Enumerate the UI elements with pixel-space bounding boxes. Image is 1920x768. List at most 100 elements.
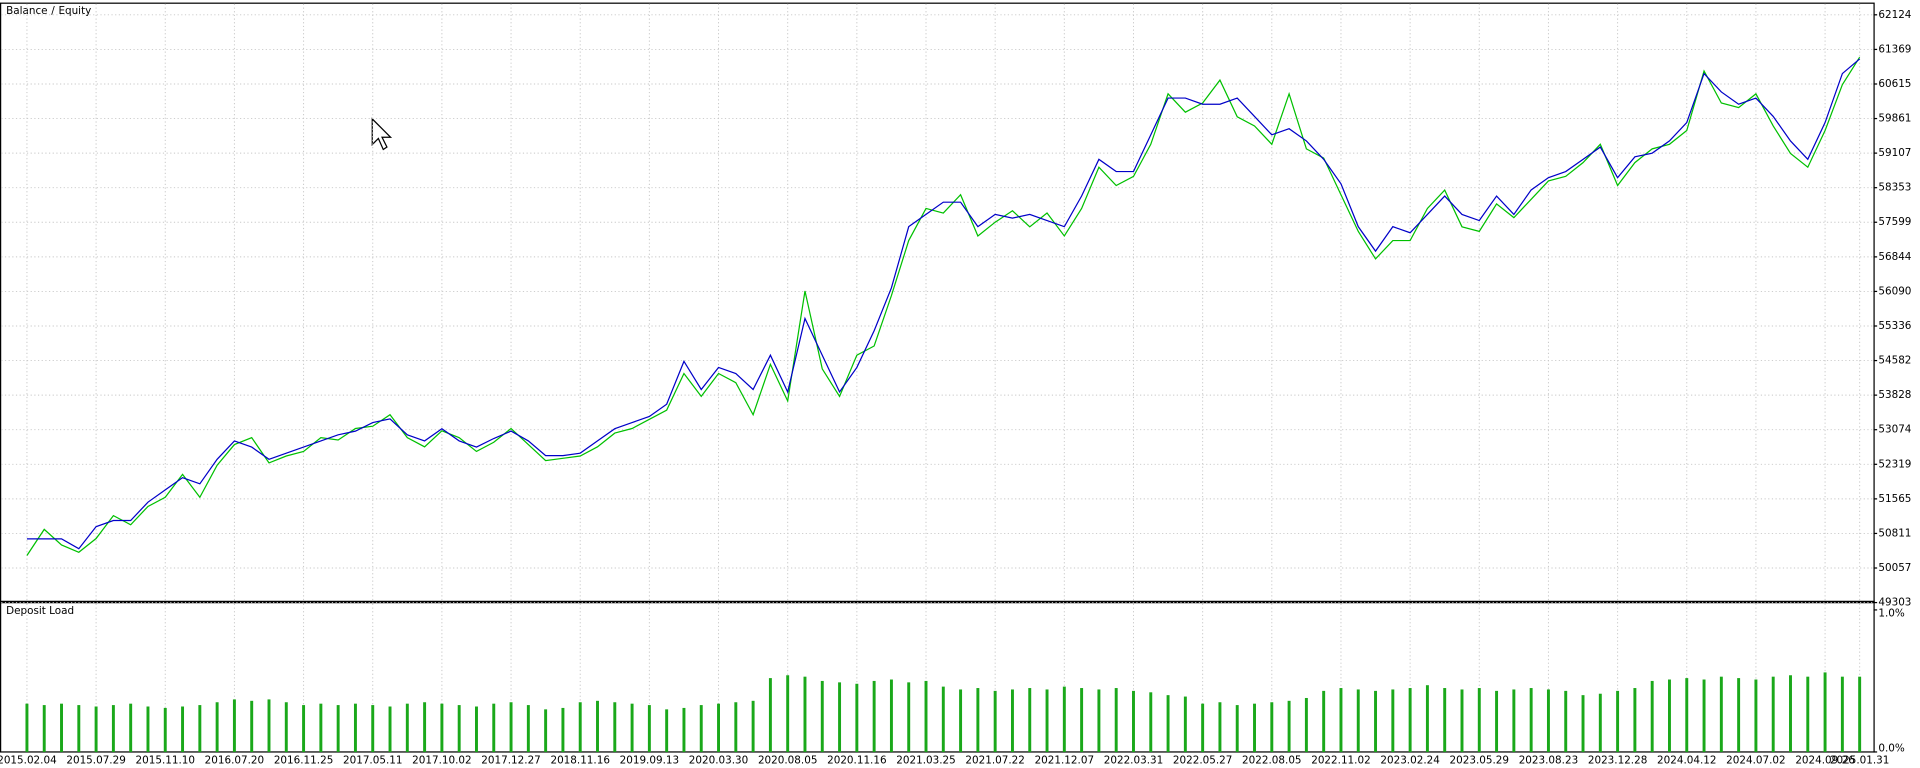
- bar: [1477, 688, 1481, 752]
- x-tick-label: 2015.02.04: [0, 755, 57, 767]
- y-tick-label: 57599: [1878, 216, 1911, 228]
- x-tick-label: 2023.05.29: [1450, 755, 1510, 767]
- y-tick-label: 51565: [1878, 493, 1911, 505]
- x-tick-label: 2022.08.05: [1242, 755, 1302, 767]
- x-tick-label: 2016.07.20: [205, 755, 264, 767]
- bar: [959, 689, 963, 752]
- y-tick-label: 55336: [1878, 320, 1911, 332]
- x-tick-label: 2021.03.25: [896, 755, 956, 767]
- main-panel: [0, 2, 1875, 603]
- y-tick-label: 53828: [1878, 389, 1911, 401]
- bar: [647, 705, 651, 752]
- bar: [803, 676, 807, 752]
- bar: [1858, 676, 1862, 752]
- bar: [1771, 676, 1775, 752]
- bar: [198, 705, 202, 752]
- bar: [1391, 689, 1395, 752]
- y-tick-label: 49303: [1878, 597, 1911, 609]
- bar: [1806, 676, 1810, 752]
- bar: [475, 706, 478, 752]
- bar: [1028, 688, 1032, 752]
- x-tick-label: 2021.12.07: [1035, 755, 1095, 767]
- bar: [1010, 689, 1014, 752]
- x-tick-label: 2024.07.02: [1726, 755, 1786, 767]
- bar: [1443, 688, 1447, 752]
- bar: [1097, 689, 1101, 752]
- bar: [1495, 690, 1499, 752]
- bar: [786, 675, 790, 752]
- bar: [1339, 688, 1343, 752]
- bar: [405, 703, 409, 752]
- bar: [1616, 690, 1620, 752]
- bar: [1668, 679, 1671, 752]
- x-tick-label: 2018.11.16: [550, 755, 610, 767]
- y-tick-label: 59107: [1878, 147, 1911, 159]
- bar: [94, 706, 98, 752]
- bar: [699, 705, 703, 752]
- bar: [1253, 703, 1256, 752]
- bar: [1114, 688, 1118, 752]
- bar: [976, 688, 980, 752]
- x-tick-label: 2025.01.31: [1830, 755, 1890, 767]
- panel-title: Deposit Load: [6, 605, 74, 617]
- x-tick-label: 2015.07.29: [66, 755, 126, 767]
- y-tick-label: 58353: [1878, 182, 1911, 194]
- bar: [25, 703, 29, 752]
- bar: [1719, 676, 1723, 752]
- x-tick-label: 2015.11.10: [136, 755, 196, 767]
- bar: [1374, 690, 1378, 752]
- x-tick-label: 2016.11.25: [274, 755, 334, 767]
- y-tick-label: 54582: [1878, 355, 1911, 367]
- bar: [1546, 689, 1550, 752]
- x-tick-label: 2020.11.16: [827, 755, 887, 767]
- bar: [993, 690, 997, 752]
- bar: [838, 682, 842, 752]
- x-tick-label: 2017.12.27: [481, 755, 541, 767]
- bar: [1045, 689, 1049, 752]
- bar: [163, 707, 167, 752]
- x-tick-label: 2023.12.28: [1588, 755, 1648, 767]
- bar: [129, 703, 133, 752]
- mouse-cursor: [371, 117, 393, 151]
- bar: [1702, 679, 1706, 752]
- bar: [111, 705, 115, 752]
- bar: [1789, 675, 1792, 752]
- y-tick-label: 1.0%: [1878, 608, 1905, 620]
- bar: [353, 703, 357, 752]
- x-tick-label: 2024.09.26: [1795, 755, 1855, 767]
- bar: [1512, 689, 1516, 752]
- bar: [1183, 696, 1187, 752]
- bar: [734, 702, 738, 752]
- bar: [682, 707, 686, 752]
- bar: [60, 703, 63, 752]
- bar: [941, 686, 945, 752]
- y-tick-label: 50811: [1878, 527, 1911, 539]
- y-tick-label: 59861: [1878, 113, 1911, 125]
- x-tick-label: 2023.08.23: [1519, 755, 1579, 767]
- bar: [1408, 688, 1412, 752]
- bar: [284, 702, 288, 752]
- bar: [1201, 703, 1205, 752]
- x-tick-label: 2017.05.11: [343, 755, 403, 767]
- y-tick-label: 0.0%: [1878, 742, 1905, 754]
- series-line: [26, 58, 1861, 550]
- bar: [596, 700, 599, 752]
- y-tick-label: 50057: [1878, 562, 1911, 574]
- bar: [768, 678, 772, 752]
- x-tick-label: 2024.04.12: [1657, 755, 1717, 767]
- bar: [146, 706, 150, 752]
- bar: [665, 709, 669, 752]
- bar: [1685, 678, 1689, 752]
- bar: [872, 680, 876, 752]
- bar: [1460, 689, 1464, 752]
- bar: [181, 706, 185, 752]
- bar: [855, 683, 859, 752]
- bar: [1633, 688, 1637, 752]
- bar: [1132, 690, 1135, 752]
- x-tick-label: 2020.08.05: [758, 755, 818, 767]
- bar: [1754, 679, 1758, 752]
- bar: [457, 705, 461, 752]
- y-tick-label: 60615: [1878, 78, 1911, 90]
- x-tick-label: 2019.09.13: [620, 755, 680, 767]
